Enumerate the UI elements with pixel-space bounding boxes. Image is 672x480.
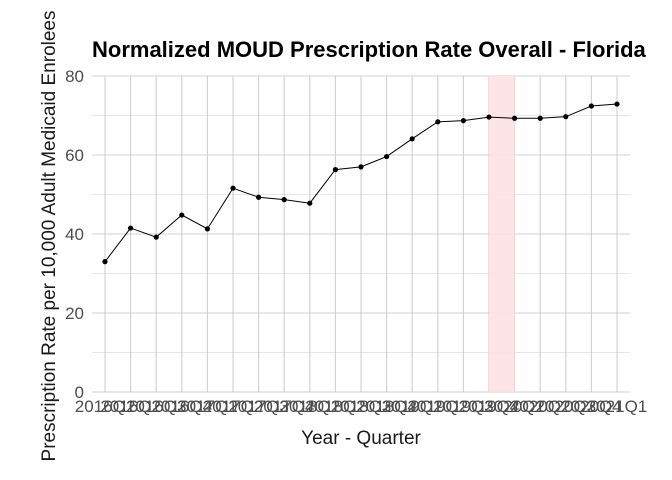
data-point [102,259,108,265]
data-point [486,114,492,120]
x-tick-label: 2017Q1 [177,397,238,416]
data-point [409,136,415,142]
y-tick-label: 80 [65,67,84,86]
x-tick-label: 2016Q1 [75,397,136,416]
data-point [332,167,338,173]
data-point [588,103,595,109]
x-tick-label: 2016Q3 [126,397,187,416]
highlight-layer [489,76,515,392]
data-point [153,234,159,240]
x-tick-label: 2019Q1 [382,397,443,416]
y-tick-label: 60 [65,146,84,165]
x-axis-title: Year - Quarter [301,428,421,449]
y-tick-label: 20 [65,304,84,323]
grid [92,75,630,393]
y-tick-label: 40 [65,225,84,244]
x-tick-label: 2017Q2 [203,397,264,416]
x-tick-label: 2019Q3 [433,397,494,416]
x-tick-label: 2018Q2 [305,397,366,416]
y-axis-ticks: 0 20 40 60 80 [65,67,84,402]
series-layer [102,101,620,265]
data-point [230,185,236,191]
y-tick-label: 0 [75,383,84,402]
x-tick-label: 2021Q1 [587,397,648,416]
highlight-band [489,76,515,392]
x-tick-label: 2018Q1 [280,397,341,416]
x-tick-label: 2017Q4 [254,397,315,416]
data-point [128,225,134,231]
x-tick-label: 2020Q2 [510,397,571,416]
data-point [256,194,262,200]
x-tick-label: 2020Q1 [484,397,545,416]
x-tick-label: 2020Q3 [536,397,597,416]
data-point [281,197,287,203]
chart-title: Normalized MOUD Prescription Rate Overal… [92,37,647,62]
x-tick-label: 2019Q2 [408,397,469,416]
x-tick-label: 2018Q3 [331,397,392,416]
x-tick-label: 2016Q2 [100,397,161,416]
x-tick-label: 2016Q4 [152,397,213,416]
data-point [511,115,518,121]
x-axis-ticks: 2016Q12016Q22016Q32016Q42017Q12017Q22017… [75,397,648,416]
data-point [537,115,543,121]
x-tick-label: 2020Q4 [561,397,622,416]
data-point [563,114,569,120]
data-point [435,119,441,125]
data-point [204,226,210,232]
data-point [358,164,364,170]
x-tick-label: 2018Q4 [356,397,417,416]
x-tick-label: 2017Q3 [228,397,289,416]
y-axis-title: Prescription Rate per 10,000 Adult Medic… [39,11,60,462]
data-point [384,153,390,160]
data-point [460,118,466,124]
data-point [307,200,313,206]
x-tick-label: 2019Q4 [459,397,520,416]
data-point [614,101,620,107]
data-point [179,212,185,218]
